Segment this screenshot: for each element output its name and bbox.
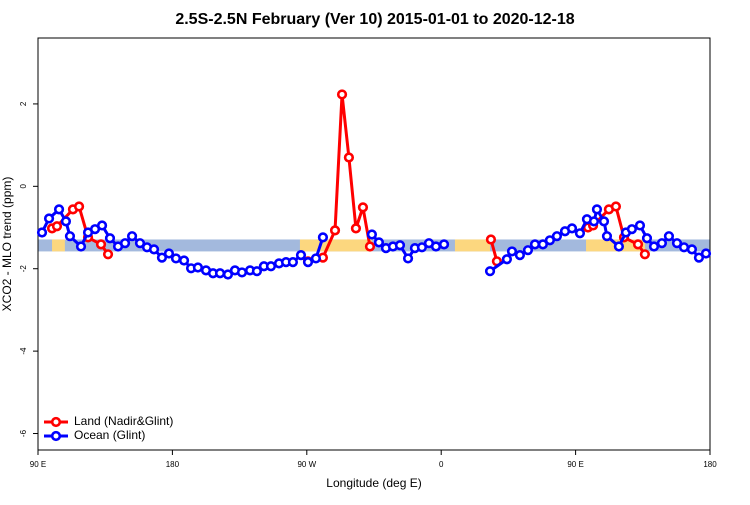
x-tick-label: 90 E: [567, 460, 583, 469]
data-point: [551, 231, 563, 242]
data-point: [222, 269, 234, 280]
band-highlight: [454, 239, 491, 252]
data-point: [60, 216, 72, 227]
data-point: [96, 220, 108, 231]
data-point: [588, 216, 600, 227]
data-point: [522, 245, 534, 256]
data-point: [610, 201, 622, 212]
data-point: [501, 254, 513, 265]
band-highlight: [299, 239, 373, 252]
data-point: [350, 223, 362, 234]
data-point: [700, 248, 712, 259]
plot-frame: [37, 37, 711, 451]
data-point: [591, 204, 603, 215]
data-point: [544, 235, 556, 246]
data-point: [678, 242, 690, 253]
data-point: [265, 261, 277, 272]
y-axis-label: XCO2 - MLO trend (ppm): [0, 177, 14, 312]
data-point: [574, 228, 586, 239]
data-point: [302, 257, 314, 268]
data-point: [364, 241, 376, 252]
data-point: [156, 252, 168, 263]
data-point: [336, 89, 348, 100]
data-point: [51, 221, 63, 232]
legend-label: Land (Nadir&Glint): [74, 414, 173, 428]
data-point: [104, 233, 116, 244]
y-tick-label: 2: [19, 101, 28, 106]
data-point: [648, 241, 660, 252]
y-tick-label: 0: [19, 184, 28, 189]
data-point: [626, 224, 637, 235]
x-tick-label: 90 E: [30, 460, 46, 469]
data-point: [43, 213, 55, 224]
data-point: [634, 220, 646, 231]
x-tick-label: 90 W: [297, 460, 316, 469]
data-point: [357, 202, 369, 213]
data-point: [641, 233, 653, 244]
x-tick-label: 180: [703, 460, 717, 469]
data-point: [438, 239, 450, 250]
data-point: [566, 223, 578, 234]
data-point: [485, 234, 497, 245]
band-highlight: [52, 239, 65, 252]
x-tick-label: 180: [166, 460, 180, 469]
data-point: [317, 232, 329, 243]
data-point: [53, 204, 65, 215]
data-point: [329, 225, 341, 236]
data-point: [506, 246, 518, 257]
data-point: [126, 231, 138, 242]
data-point: [430, 241, 442, 252]
data-point: [64, 231, 76, 242]
data-point: [236, 267, 248, 278]
data-point: [373, 237, 385, 248]
data-point: [671, 238, 683, 249]
data-point: [36, 227, 48, 238]
legend-label: Ocean (Glint): [74, 428, 145, 442]
data-point: [310, 253, 322, 264]
data-point: [537, 239, 548, 250]
y-tick-label: -4: [19, 347, 28, 355]
data-point: [656, 238, 668, 249]
data-point: [192, 262, 204, 273]
data-point: [75, 241, 87, 252]
data-point: [663, 231, 675, 242]
data-point: [178, 255, 190, 266]
data-point: [416, 242, 428, 253]
data-point: [134, 238, 146, 249]
data-point: [73, 201, 85, 212]
chart-title: 2.5S-2.5N February (Ver 10) 2015-01-01 t…: [175, 11, 574, 28]
data-point: [287, 257, 299, 268]
y-tick-label: -6: [19, 429, 28, 437]
data-point: [102, 249, 114, 260]
data-point: [639, 249, 650, 260]
x-tick-label: 0: [439, 460, 444, 469]
data-point: [148, 244, 160, 255]
data-point: [295, 250, 307, 261]
legend-marker: [50, 430, 62, 442]
data-point: [529, 239, 541, 250]
data-point: [686, 244, 698, 255]
data-point: [613, 241, 625, 252]
data-point: [214, 268, 226, 279]
data-point: [163, 248, 175, 259]
data-point: [119, 238, 131, 249]
data-point: [402, 253, 414, 264]
legend-marker: [50, 416, 62, 428]
data-point: [601, 231, 613, 242]
data-point: [251, 266, 263, 277]
data-point: [484, 266, 496, 277]
y-tick-label: -2: [19, 265, 28, 273]
x-axis-label: Longitude (deg E): [326, 476, 421, 490]
data-point: [632, 239, 644, 250]
data-point: [95, 239, 107, 250]
data-point: [598, 216, 610, 227]
data-point: [693, 252, 705, 263]
data-point: [170, 253, 182, 264]
data-point: [514, 250, 525, 261]
data-point: [366, 229, 378, 240]
data-point: [343, 152, 355, 163]
data-point: [394, 240, 406, 251]
